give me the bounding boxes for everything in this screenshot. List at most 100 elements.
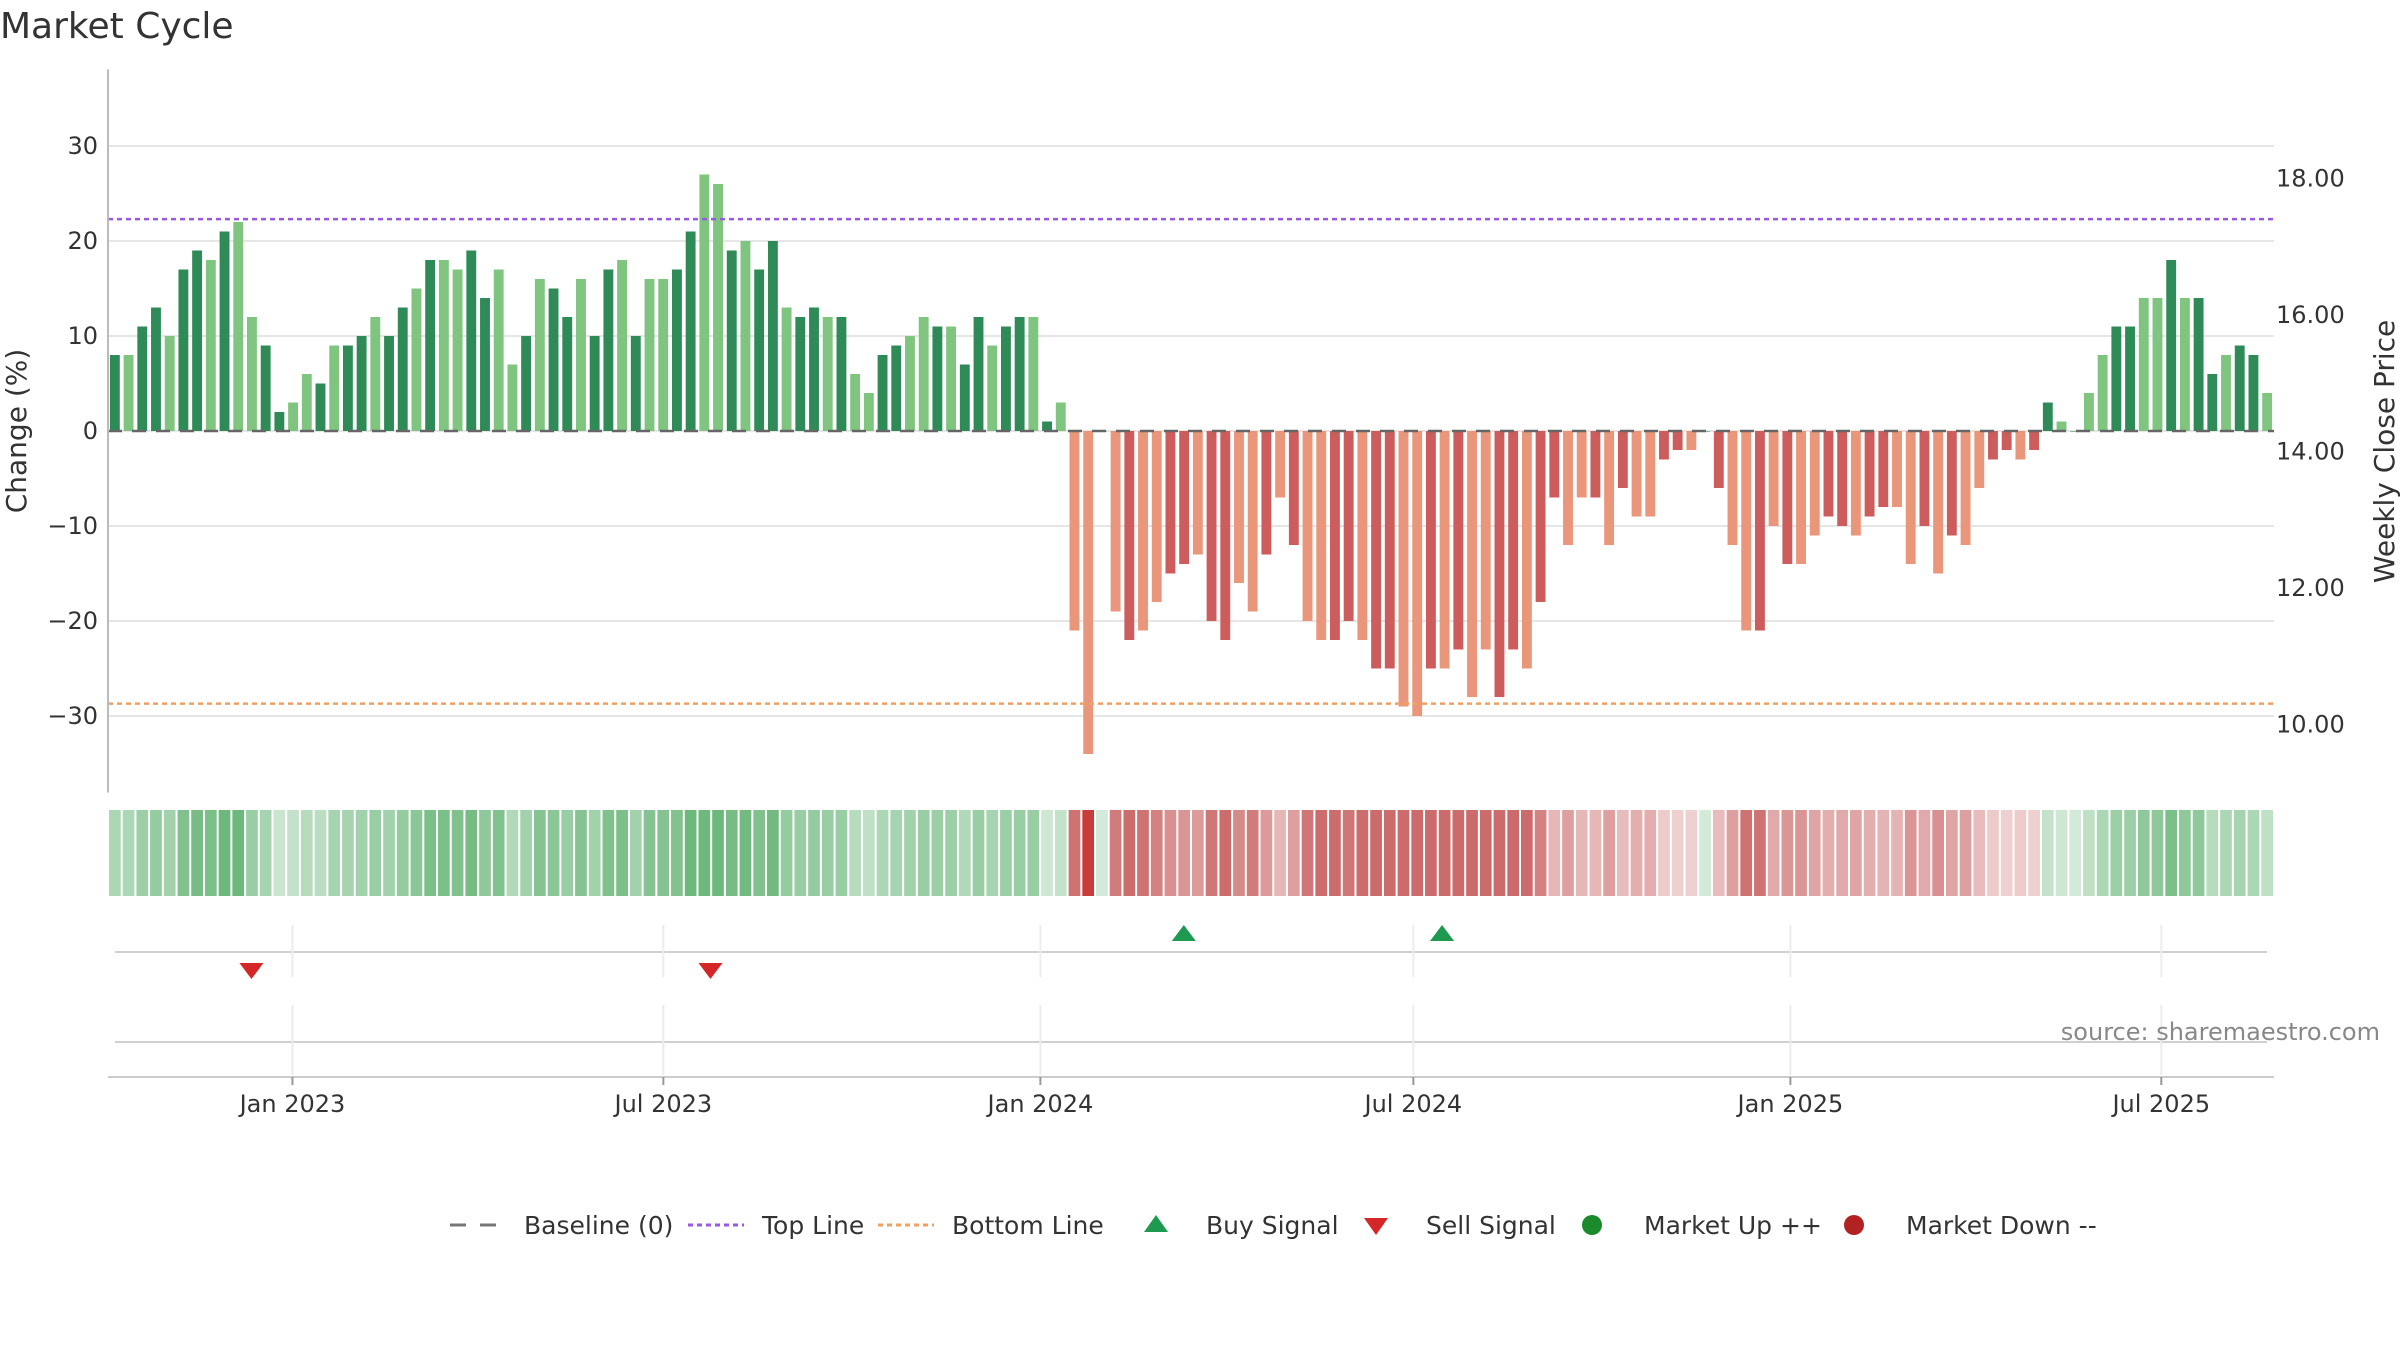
heat-cell <box>1096 810 1108 896</box>
reference-lines <box>108 217 2274 705</box>
heat-cell <box>1219 810 1232 896</box>
bar <box>1741 431 1752 631</box>
heat-cell <box>575 810 587 896</box>
bar <box>260 345 271 431</box>
x-tick-label: Jan 2025 <box>1736 1090 1844 1118</box>
heat-cell <box>328 810 341 896</box>
bar <box>493 269 504 431</box>
bar <box>1165 431 1176 574</box>
bar <box>2083 393 2094 431</box>
heat-cell <box>1877 810 1890 896</box>
bar <box>2207 374 2218 431</box>
bar <box>1974 431 1985 488</box>
bar <box>1316 431 1327 640</box>
heat-cell <box>986 810 999 896</box>
bar <box>534 279 545 431</box>
heat-cell <box>1054 810 1067 896</box>
heat-cell <box>1932 810 1944 896</box>
heat-cell <box>1959 810 1972 896</box>
heat-cell <box>2069 810 2082 896</box>
heat-cell <box>246 810 258 896</box>
bar <box>438 260 449 431</box>
y-tick-label: −30 <box>47 702 98 730</box>
bar <box>1768 431 1779 526</box>
bar <box>315 383 326 431</box>
bar <box>2029 431 2040 450</box>
bar <box>370 317 381 431</box>
y2-tick-label: 18.00 <box>2276 165 2345 193</box>
heat-cell <box>2206 810 2219 896</box>
heat-cell <box>862 810 875 896</box>
bar <box>384 336 394 431</box>
bar <box>164 336 175 431</box>
heat-cell <box>1342 810 1355 896</box>
heat-cell <box>163 810 176 896</box>
bar <box>1439 431 1450 669</box>
bar <box>342 345 353 431</box>
bar <box>397 307 408 431</box>
heat-cell <box>739 810 752 896</box>
bar <box>1508 431 1519 650</box>
heat-cell <box>1383 810 1396 896</box>
y2-tick-label: 12.00 <box>2276 574 2345 602</box>
heat-cell <box>1479 810 1492 896</box>
heat-cell <box>1109 810 1122 896</box>
heat-cell <box>1123 810 1136 896</box>
heat-cell <box>2233 810 2246 896</box>
heat-cell <box>2192 810 2205 896</box>
bar <box>1275 431 1286 498</box>
heat-cell <box>1150 810 1163 896</box>
sell-signal-marker <box>239 963 264 979</box>
heat-cell <box>1233 810 1245 896</box>
bar <box>1453 431 1464 650</box>
y-tick-label: 0 <box>83 417 98 445</box>
bar <box>699 174 710 431</box>
heat-cell <box>1973 810 1986 896</box>
bar <box>1467 431 1477 697</box>
bar <box>2152 298 2163 431</box>
y2-tick-label: 10.00 <box>2276 710 2345 738</box>
bar <box>1864 431 1875 517</box>
heat-cell <box>931 810 944 896</box>
source-label: source: sharemaestro.com <box>2061 1018 2380 1046</box>
bar <box>1330 431 1340 640</box>
heat-cell <box>1068 810 1081 896</box>
bar <box>1206 431 1217 621</box>
heat-cell <box>273 810 286 896</box>
heat-cell <box>1754 810 1766 896</box>
bar <box>1946 431 1957 536</box>
heat-cell <box>1562 810 1574 896</box>
heat-cell <box>1178 810 1190 896</box>
bar <box>1494 431 1505 697</box>
heat-cell <box>150 810 162 896</box>
heat-cell <box>438 810 450 896</box>
bar <box>1713 431 1724 488</box>
heat-cell <box>1452 810 1465 896</box>
heat-cell <box>2124 810 2136 896</box>
bar <box>1302 431 1313 621</box>
bar <box>2193 298 2204 431</box>
bar <box>1686 431 1697 450</box>
bar <box>205 260 216 431</box>
heat-strip <box>109 810 2273 896</box>
bar <box>2248 355 2259 431</box>
bar <box>1000 326 1011 431</box>
signal-panel <box>115 925 2267 1075</box>
bar <box>1535 431 1546 602</box>
legend-label: Sell Signal <box>1426 1211 1556 1240</box>
bar <box>658 279 669 431</box>
heat-cell <box>712 810 724 896</box>
heat-cell <box>1000 810 1012 896</box>
bar <box>617 260 628 431</box>
bar <box>2234 345 2245 431</box>
heat-cell <box>1548 810 1561 896</box>
heat-cell <box>2261 810 2273 896</box>
heat-cell <box>424 810 437 896</box>
bar <box>178 269 189 431</box>
heat-cell <box>1521 810 1533 896</box>
heat-cell <box>1575 810 1588 896</box>
heat-cell <box>917 810 930 896</box>
bar <box>425 260 436 431</box>
bar <box>1631 431 1642 517</box>
heat-cell <box>698 810 711 896</box>
